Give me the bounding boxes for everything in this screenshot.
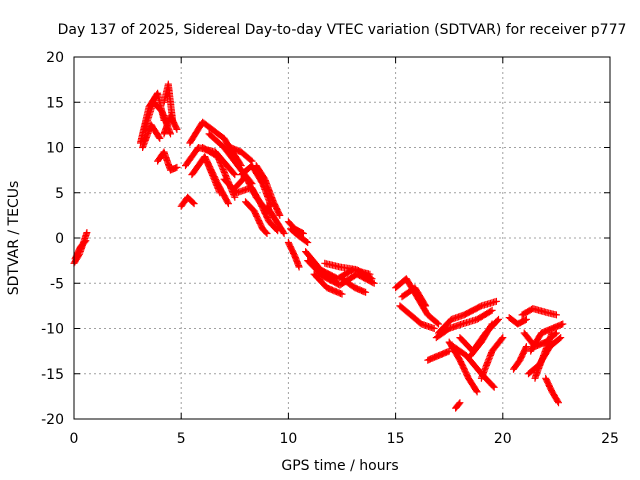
data-track [242, 198, 271, 237]
x-tick-label: 0 [70, 431, 79, 447]
plus-markers [160, 112, 181, 138]
data-track [177, 193, 198, 210]
plus-markers [242, 198, 271, 237]
data-track [139, 121, 164, 151]
data-track [284, 218, 307, 237]
data-track [154, 148, 181, 174]
plus-markers [518, 305, 560, 319]
data-track [505, 314, 530, 328]
y-axis-ticks: -20 -15 -10 -5 0 5 10 15 20 [41, 50, 610, 428]
plus-markers [424, 347, 453, 364]
plus-markers [71, 237, 90, 263]
data-track [321, 259, 376, 283]
y-tick-label: -20 [41, 412, 64, 428]
data-track [263, 202, 288, 237]
data-track [531, 329, 556, 382]
chart-title: Day 137 of 2025, Sidereal Day-to-day VTE… [58, 22, 627, 38]
y-tick-label: 15 [46, 95, 64, 111]
plus-markers [154, 148, 181, 174]
data-track [398, 284, 430, 310]
plus-markers [263, 202, 288, 237]
data-track [203, 157, 232, 208]
data-track [424, 347, 453, 364]
plus-markers [248, 184, 282, 235]
data-track [248, 184, 282, 235]
data-track [432, 306, 496, 342]
data-track [510, 343, 530, 373]
x-tick-label: 5 [177, 431, 186, 447]
plus-markers [452, 399, 464, 412]
plus-markers [467, 320, 496, 360]
data-track [227, 144, 256, 165]
data-track [287, 225, 312, 246]
plus-markers [284, 218, 307, 237]
data-track [338, 275, 370, 296]
data-track [310, 270, 346, 298]
y-axis-label: SDTVAR / TECUs [6, 181, 22, 296]
y-tick-label: 10 [46, 141, 64, 157]
x-axis-label: GPS time / hours [281, 458, 398, 474]
data-track [160, 112, 181, 138]
y-tick-label: 0 [55, 231, 64, 247]
y-tick-label: -10 [41, 322, 64, 338]
data-track [71, 237, 90, 263]
data-track [252, 162, 284, 219]
plus-markers [310, 270, 346, 298]
data-track [284, 239, 303, 271]
y-tick-label: -5 [50, 276, 64, 292]
plus-markers [139, 121, 164, 151]
y-tick-label: -15 [41, 367, 64, 383]
plus-markers [477, 334, 507, 382]
plus-markers [527, 320, 567, 355]
plus-markers [338, 275, 370, 296]
grid-lines [74, 57, 610, 419]
data-track [220, 175, 254, 197]
data-track [452, 399, 464, 412]
data-track [518, 305, 560, 319]
plus-markers [237, 162, 275, 210]
y-tick-label: 5 [55, 186, 64, 202]
plus-markers [396, 302, 438, 332]
plus-markers [542, 374, 562, 407]
plus-markers [531, 329, 556, 382]
x-tick-label: 10 [279, 431, 297, 447]
data-track [542, 374, 562, 407]
plus-markers [203, 157, 232, 208]
plus-markers [227, 144, 256, 165]
plus-markers [398, 284, 430, 310]
plus-markers [510, 343, 530, 373]
x-tick-label: 15 [387, 431, 405, 447]
data-track [467, 320, 496, 360]
x-tick-label: 20 [494, 431, 512, 447]
y-tick-label: 20 [46, 50, 64, 66]
plus-markers [432, 306, 496, 342]
data-track [527, 320, 567, 355]
x-tick-label: 25 [601, 431, 619, 447]
data-track [396, 302, 438, 332]
plus-markers [177, 193, 198, 210]
plus-markers [505, 314, 530, 328]
data-track [477, 334, 507, 382]
x-axis-ticks: 0 5 10 15 20 25 [70, 57, 619, 447]
plus-markers [252, 162, 284, 219]
data-track [237, 162, 275, 210]
plus-markers [321, 259, 376, 283]
plus-markers [220, 175, 254, 197]
plus-markers [287, 225, 312, 246]
plus-markers [284, 239, 303, 271]
data-points [70, 80, 567, 412]
